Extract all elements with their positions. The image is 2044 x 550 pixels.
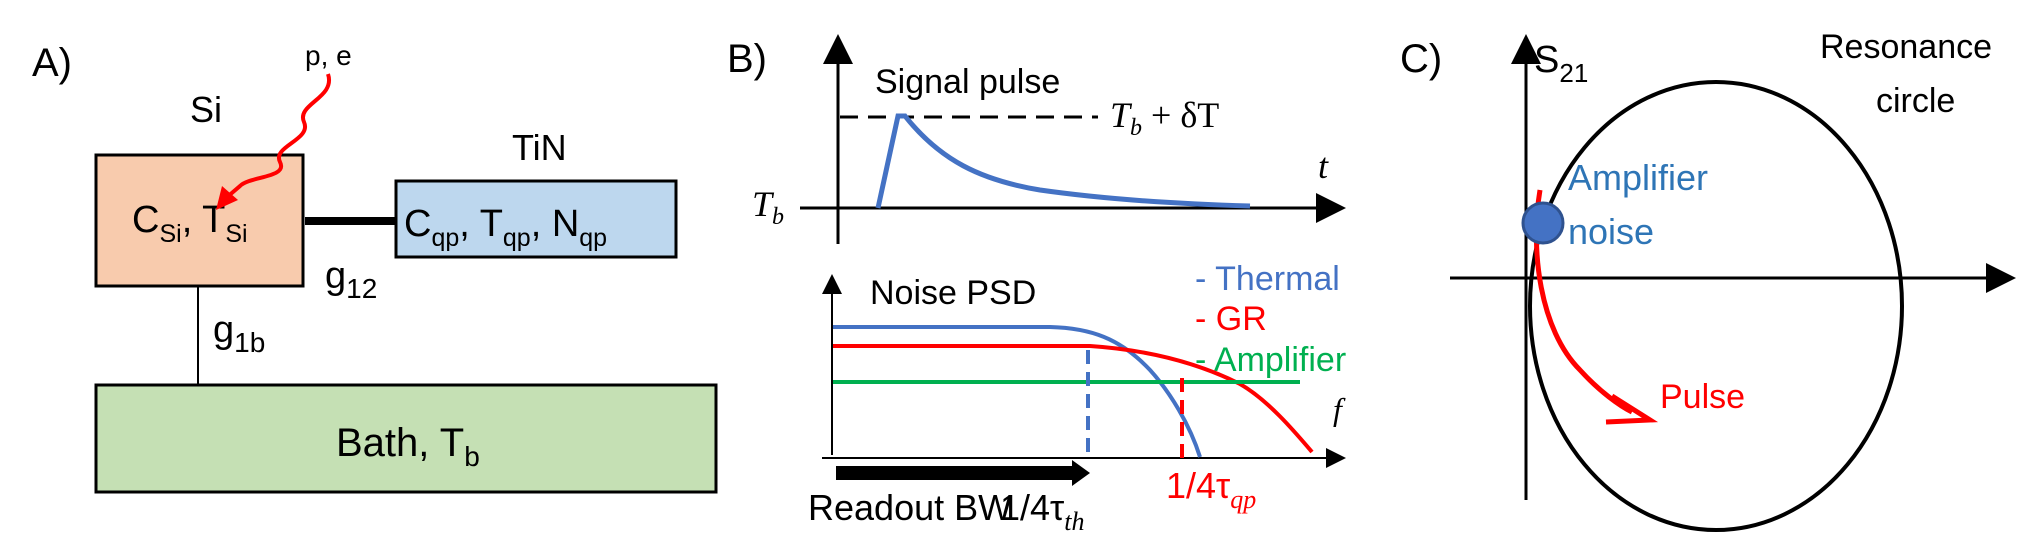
panel-c-label: C) [1400, 37, 1442, 81]
g12-label: g12 [325, 255, 377, 304]
tau-qp-label: 1/4τqp [1166, 465, 1256, 514]
legend-gr: - GR [1195, 300, 1267, 338]
tau-th-label: 1/4τth [1000, 487, 1085, 536]
tb-plus-delta-label: Tb + δT [1110, 95, 1219, 141]
panel-b-label: B) [727, 37, 767, 81]
panel-b: B) Signal pulse Tb + δT t Tb Noise PSD -… [727, 37, 1346, 536]
panel-a: A) Si TiN p, e CSi, TSi Cqp, Tqp, Nqp g1… [32, 40, 716, 492]
tb-axis-label: Tb [752, 184, 784, 230]
amplifier-noise-line1: Amplifier [1568, 157, 1708, 198]
resonance-circle [1530, 82, 1902, 530]
readout-bw-bar [836, 466, 1078, 480]
amplifier-noise-line2: noise [1568, 211, 1654, 252]
si-label: Si [190, 89, 222, 130]
resonance-label-line2: circle [1876, 82, 1955, 120]
bath-text: Bath, Tb [336, 421, 480, 472]
resonance-label-line1: Resonance [1820, 28, 1992, 66]
panel-c: C) S21 Resonance circle Amplifier noise … [1400, 28, 2010, 530]
readout-bw-arrowhead [1072, 460, 1090, 486]
amplifier-noise-blob [1523, 203, 1563, 243]
tin-label: TiN [512, 127, 567, 168]
particle-label: p, e [305, 40, 352, 71]
panel-a-label: A) [32, 41, 72, 85]
s21-label: S21 [1534, 39, 1588, 88]
g1b-label: g1b [213, 309, 265, 358]
signal-pulse-label: Signal pulse [875, 63, 1060, 101]
readout-bw-label: Readout BW [808, 487, 1012, 528]
noise-psd-label: Noise PSD [870, 274, 1036, 312]
legend-thermal: - Thermal [1195, 260, 1340, 298]
pulse-label: Pulse [1660, 378, 1745, 416]
f-axis-label: f [1333, 391, 1346, 427]
t-axis-label: t [1318, 146, 1329, 186]
